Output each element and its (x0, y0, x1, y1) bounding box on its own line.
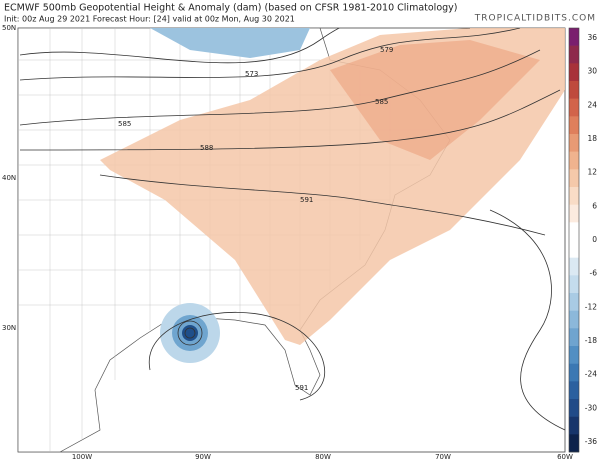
colorbar-segment (569, 81, 579, 99)
colorbar-label: 18 (587, 134, 597, 143)
colorbar-segment (569, 28, 579, 46)
title: ECMWF 500mb Geopotential Height & Anomal… (4, 3, 458, 14)
colorbar-label: 36 (587, 33, 597, 42)
colorbar-segment (569, 169, 579, 188)
lat-label: 40N (2, 174, 16, 182)
colorbar-segment (569, 187, 579, 205)
colorbar-label: -24 (585, 370, 597, 379)
contour-label: 591 (295, 384, 308, 392)
site-name: TROPICALTIDBITS.COM (474, 14, 596, 24)
colorbar-segment (569, 240, 579, 258)
contour-label: 585 (375, 98, 388, 106)
colorbar-segment (569, 222, 579, 241)
colorbar-label: -6 (590, 269, 598, 278)
colorbar-label: 0 (592, 235, 597, 244)
colorbar-segment (569, 45, 579, 64)
subtitle: Init: 00z Aug 29 2021 Forecast Hour: [24… (4, 15, 295, 24)
hurricane-anomaly-core (182, 325, 198, 341)
colorbar-segment (569, 275, 579, 294)
colorbar-label: -18 (585, 336, 597, 345)
contour-label: 579 (380, 46, 393, 54)
lon-label: 60W (557, 453, 573, 461)
colorbar-segment (569, 381, 579, 400)
colorbar-label: 12 (587, 168, 597, 177)
colorbar-segment (569, 151, 579, 170)
map: 573 579 585 585 588 591 591 (17, 27, 566, 453)
colorbar-segment (569, 399, 579, 417)
lon-label: 80W (315, 453, 331, 461)
colorbar-segment (569, 434, 579, 453)
colorbar-segment (569, 257, 579, 276)
height-contours (19, 28, 565, 431)
colorbar-segment (569, 98, 579, 117)
strong-positive-anomaly (330, 40, 540, 160)
colorbar-segment (569, 116, 579, 135)
lon-label: 90W (195, 453, 211, 461)
lat-label: 30N (2, 324, 16, 332)
lon-label: 70W (435, 453, 451, 461)
colorbar-segment (569, 416, 579, 435)
colorbar-segment (569, 134, 579, 152)
colorbar-segment (569, 310, 579, 329)
contour-label: 573 (245, 70, 258, 78)
colorbar-label: 30 (587, 67, 597, 76)
colorbar-segment (569, 204, 579, 223)
lat-label: 50N (2, 24, 16, 32)
colorbar-segment (569, 328, 579, 347)
contour-label: 591 (300, 196, 313, 204)
lon-label: 100W (72, 453, 92, 461)
contour-label: 588 (200, 144, 213, 152)
contour-label: 585 (118, 120, 131, 128)
colorbar-segment (569, 346, 579, 364)
colorbar-label: 24 (587, 100, 597, 109)
colorbar-segment (569, 63, 579, 82)
colorbar-label: -36 (585, 437, 597, 446)
colorbar-segment (569, 293, 579, 311)
colorbar-frame (568, 27, 580, 453)
colorbar-label: 6 (592, 201, 597, 210)
negative-anomaly-north (150, 28, 310, 58)
colorbar-label: -30 (585, 403, 597, 412)
colorbar-segment (569, 363, 579, 382)
colorbar-label: -12 (585, 302, 597, 311)
